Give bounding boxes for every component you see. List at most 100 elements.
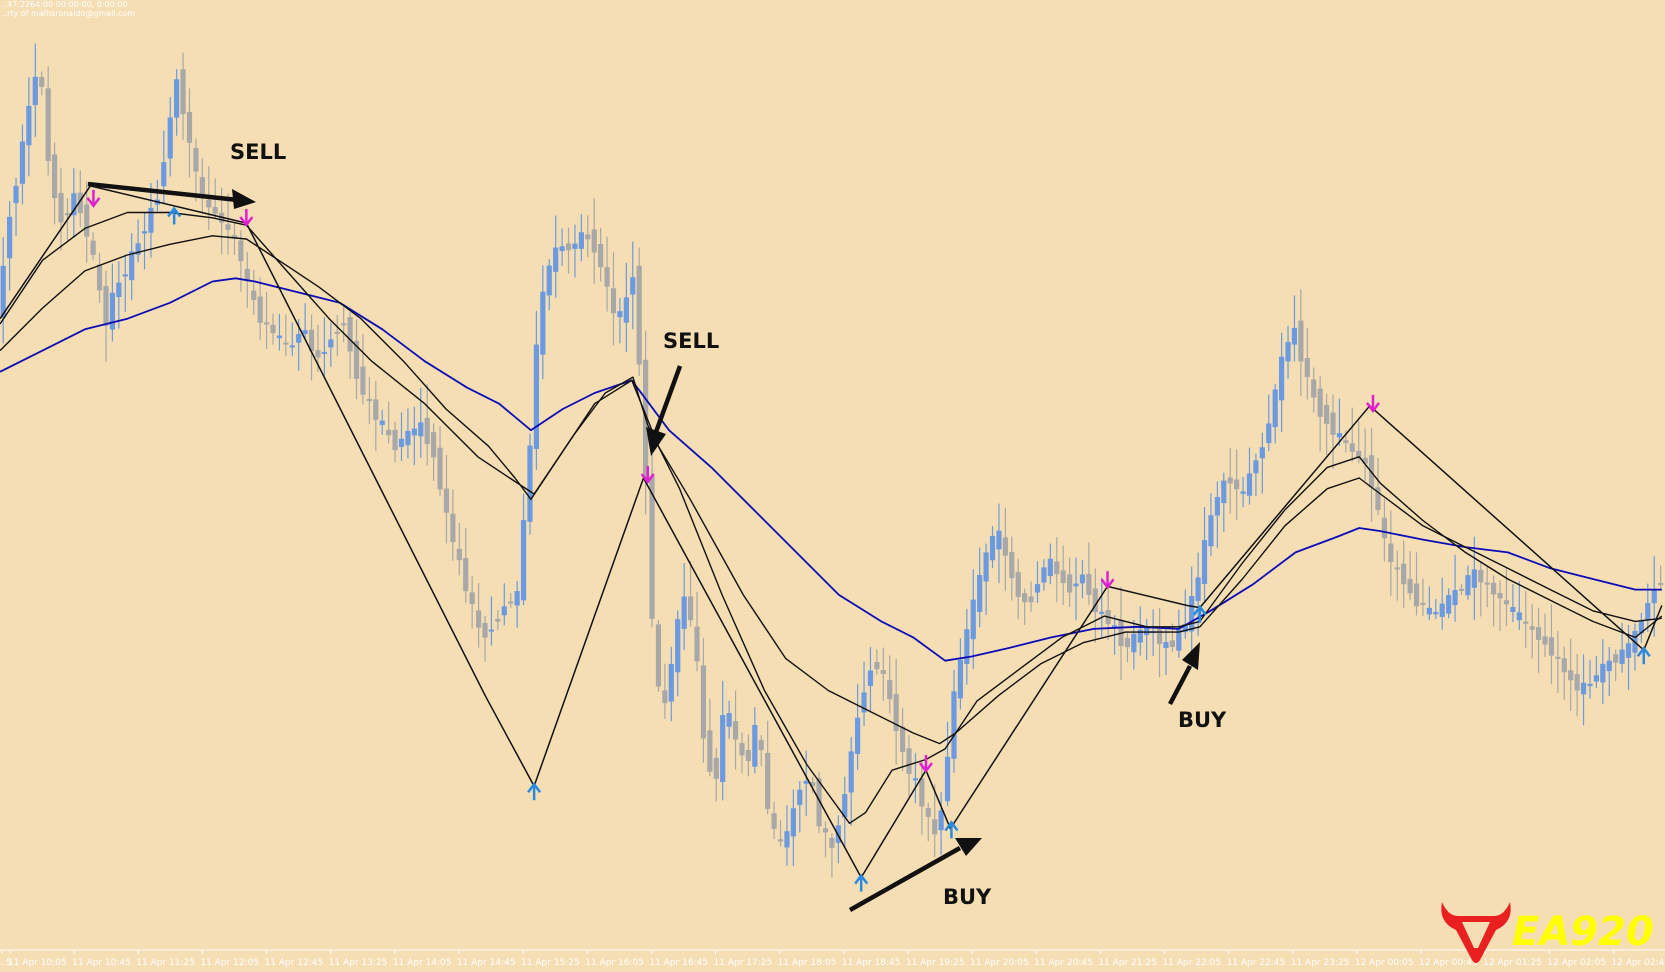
candle [495, 610, 501, 631]
candle [1394, 550, 1400, 601]
candle [328, 322, 334, 367]
time-axis: ..511 Apr 10:05 11 Apr 10:45 11 Apr 11:25 1… [0, 949, 1665, 968]
candle [790, 789, 796, 867]
candle [251, 269, 257, 316]
time-tick-label: 11 Apr 18:05 [778, 958, 837, 968]
candle [1054, 537, 1060, 602]
candle [353, 319, 360, 400]
annotations-layer: SELL SELL BUY BUY [87, 140, 1227, 912]
candle [1156, 607, 1163, 678]
time-tick-label: ..5 [0, 958, 11, 968]
candle [1658, 565, 1664, 591]
sell-annotation-arrow-1 [87, 181, 239, 203]
time-tick-label: 11 Apr 12:05 [200, 958, 259, 968]
candle [1259, 432, 1265, 494]
candle [720, 680, 726, 801]
candle [893, 658, 899, 765]
candle [1099, 577, 1105, 637]
candle [366, 377, 372, 425]
candle [270, 313, 276, 345]
candle [906, 735, 912, 797]
candle [1311, 367, 1317, 413]
candle [540, 265, 546, 380]
candle [1131, 619, 1137, 670]
candle [238, 230, 244, 292]
buy-annotation-arrow-1 [848, 846, 962, 912]
sell-annotation-arrow-2 [653, 365, 683, 433]
candle [520, 493, 527, 606]
candle [822, 821, 829, 858]
candle [585, 215, 591, 258]
candle [475, 583, 482, 648]
ma-blue-line [0, 277, 1662, 662]
candle [1497, 580, 1503, 632]
candle [752, 707, 758, 774]
candle [463, 527, 469, 603]
candle [1548, 604, 1555, 685]
candle [726, 700, 732, 739]
candle [1067, 557, 1073, 607]
candle [398, 412, 405, 461]
candle [308, 314, 315, 381]
candle [578, 214, 584, 262]
candle [257, 277, 263, 340]
candle [1446, 588, 1452, 619]
candle [662, 663, 668, 719]
ea920-logo: EA920 [1441, 902, 1654, 963]
candle [829, 833, 835, 878]
candle [1214, 481, 1220, 548]
candle [1189, 566, 1195, 667]
candle [745, 734, 752, 777]
buy-annotation-arrow-1-head [955, 838, 982, 856]
candle [1272, 383, 1278, 444]
time-tick-label: 11 Apr 21:25 [1098, 958, 1157, 968]
candle [129, 233, 135, 301]
candle [598, 227, 604, 282]
candle [700, 637, 707, 763]
candle [450, 489, 456, 561]
candle [810, 776, 816, 794]
candle [1163, 627, 1169, 676]
candle [784, 805, 790, 866]
candle [1426, 586, 1432, 620]
candle [1465, 565, 1471, 600]
candle [1221, 472, 1227, 532]
candle [880, 647, 886, 701]
sell-signal-arrow [86, 189, 101, 208]
candle [1593, 656, 1600, 688]
candle [122, 254, 128, 312]
candle [630, 241, 636, 330]
candle [19, 124, 26, 205]
time-tick-label: 11 Apr 22:45 [1227, 958, 1286, 968]
buy-annotation-arrow-2 [1168, 664, 1192, 706]
candle [7, 201, 13, 291]
candle [141, 212, 148, 270]
candle [636, 247, 642, 376]
candle [1433, 599, 1439, 620]
candle [186, 88, 193, 178]
time-tick-label: 12 Apr 00:05 [1355, 958, 1414, 968]
candle [610, 252, 617, 346]
sell-signal-arrow [1365, 394, 1380, 413]
candle [424, 384, 430, 466]
candle [90, 232, 96, 261]
candle [842, 776, 848, 847]
time-tick-label: 11 Apr 12:45 [265, 958, 324, 968]
candle [777, 820, 784, 847]
sell-signal-arrow [918, 754, 933, 774]
time-tick-label: 12 Apr 02:45 [1611, 958, 1665, 968]
candle [1047, 543, 1053, 585]
candle [1304, 327, 1310, 400]
candle [58, 167, 64, 251]
candle [373, 381, 379, 452]
candle [1510, 584, 1516, 623]
candle [925, 802, 931, 842]
candle [1009, 536, 1015, 601]
candle [1323, 393, 1330, 455]
sell-signal-arrow [239, 208, 254, 228]
candle [1144, 619, 1150, 661]
time-tick-label: 11 Apr 16:45 [649, 958, 708, 968]
candle [289, 322, 295, 356]
candle [1375, 457, 1381, 516]
